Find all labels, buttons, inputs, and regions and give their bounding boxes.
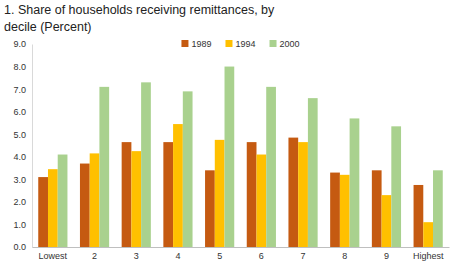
bar — [183, 91, 193, 247]
y-tick-label: 8.0 — [13, 62, 26, 72]
y-tick: 2.0 — [13, 197, 32, 207]
title-line: 1. Share of households receiving remitta… — [4, 3, 275, 17]
bar — [80, 164, 90, 247]
x-tick: 2 — [92, 247, 97, 261]
x-tick: 4 — [175, 247, 180, 261]
y-tick: 0.0 — [13, 242, 32, 252]
bar — [122, 142, 132, 247]
legend-label: 2000 — [280, 39, 300, 49]
legend-swatch — [270, 40, 277, 47]
title: 1. Share of households receiving remitta… — [4, 3, 275, 34]
bar — [423, 222, 433, 247]
y-tick-label: 7.0 — [13, 84, 26, 94]
title-line: decile (Percent) — [4, 20, 92, 34]
y-tick-label: 9.0 — [13, 39, 26, 49]
legend-swatch — [225, 40, 232, 47]
legend: 1989 1994 2000 — [181, 39, 299, 49]
bar — [308, 98, 318, 247]
bar — [99, 87, 109, 247]
x-tick: 5 — [217, 247, 222, 261]
x-tick-label: 9 — [384, 251, 389, 261]
y-tick-label: 1.0 — [13, 220, 26, 230]
y-tick: 3.0 — [13, 175, 32, 185]
bar — [298, 142, 308, 247]
x-tick: 3 — [134, 247, 139, 261]
y-tick-label: 6.0 — [13, 107, 26, 117]
bar — [266, 87, 276, 247]
bar — [330, 173, 340, 247]
y-tick: 6.0 — [13, 107, 32, 117]
series-bars — [58, 67, 443, 247]
bar — [288, 138, 298, 247]
bar — [372, 170, 382, 247]
bar — [340, 175, 350, 247]
bar — [163, 142, 173, 247]
legend-item: 2000 — [270, 39, 300, 49]
bars — [38, 67, 442, 247]
bar — [215, 140, 225, 247]
x-tick-label: 4 — [175, 251, 180, 261]
y-tick-label: 0.0 — [13, 242, 26, 252]
bar — [58, 155, 68, 247]
x-tick: 6 — [259, 247, 264, 261]
x-tick: 9 — [384, 247, 389, 261]
y-tick-label: 2.0 — [13, 197, 26, 207]
bar — [350, 118, 360, 247]
y-tick-label: 5.0 — [13, 130, 26, 140]
x-tick-label: 5 — [217, 251, 222, 261]
y-tick: 7.0 — [13, 84, 32, 94]
bar — [414, 185, 424, 247]
y-tick: 1.0 — [13, 220, 32, 230]
y-tick: 5.0 — [13, 130, 32, 140]
plot: 0.0 1.0 2.0 3.0 4.0 5.0 6.0 7.0 8.0 9.0 Lowest 2 3 4 5… — [13, 39, 449, 261]
x-tick-label: 2 — [92, 251, 97, 261]
bar — [256, 155, 266, 247]
y-tick: 8.0 — [13, 62, 32, 72]
y-axis-line — [32, 45, 33, 248]
y-tick-label: 4.0 — [13, 152, 26, 162]
bar — [131, 151, 141, 247]
x-tick-label: 8 — [342, 251, 347, 261]
chart: 1. Share of households receiving remitta… — [0, 0, 455, 272]
x-tick-label: Lowest — [39, 251, 68, 261]
x-axis: Lowest 2 3 4 5 6 7 8 9 Highest — [33, 247, 450, 261]
x-axis-line — [33, 247, 450, 248]
legend-label: 1994 — [235, 39, 255, 49]
bar — [38, 177, 48, 247]
bar — [90, 153, 100, 247]
x-tick: 7 — [301, 247, 306, 261]
legend-item: 1994 — [225, 39, 255, 49]
bar — [247, 142, 257, 247]
y-tick: 9.0 — [13, 39, 32, 49]
bar — [382, 195, 392, 247]
bar — [205, 170, 215, 247]
x-tick-label: 6 — [259, 251, 264, 261]
y-tick-label: 3.0 — [13, 175, 26, 185]
legend-item: 1989 — [181, 39, 211, 49]
bar — [225, 67, 235, 247]
legend-swatch — [181, 40, 188, 47]
x-tick: Highest — [413, 247, 444, 261]
bar — [391, 126, 401, 247]
y-tick: 4.0 — [13, 152, 32, 162]
x-tick: Lowest — [39, 247, 68, 261]
bar — [173, 124, 183, 247]
x-tick: 8 — [342, 247, 347, 261]
x-tick-label: 3 — [134, 251, 139, 261]
bar — [433, 170, 443, 247]
bar — [141, 82, 151, 247]
y-axis: 0.0 1.0 2.0 3.0 4.0 5.0 6.0 7.0 8.0 9.0 — [13, 39, 32, 252]
x-tick-label: Highest — [413, 251, 444, 261]
legend-label: 1989 — [191, 39, 211, 49]
x-tick-label: 7 — [301, 251, 306, 261]
bar — [48, 169, 58, 247]
